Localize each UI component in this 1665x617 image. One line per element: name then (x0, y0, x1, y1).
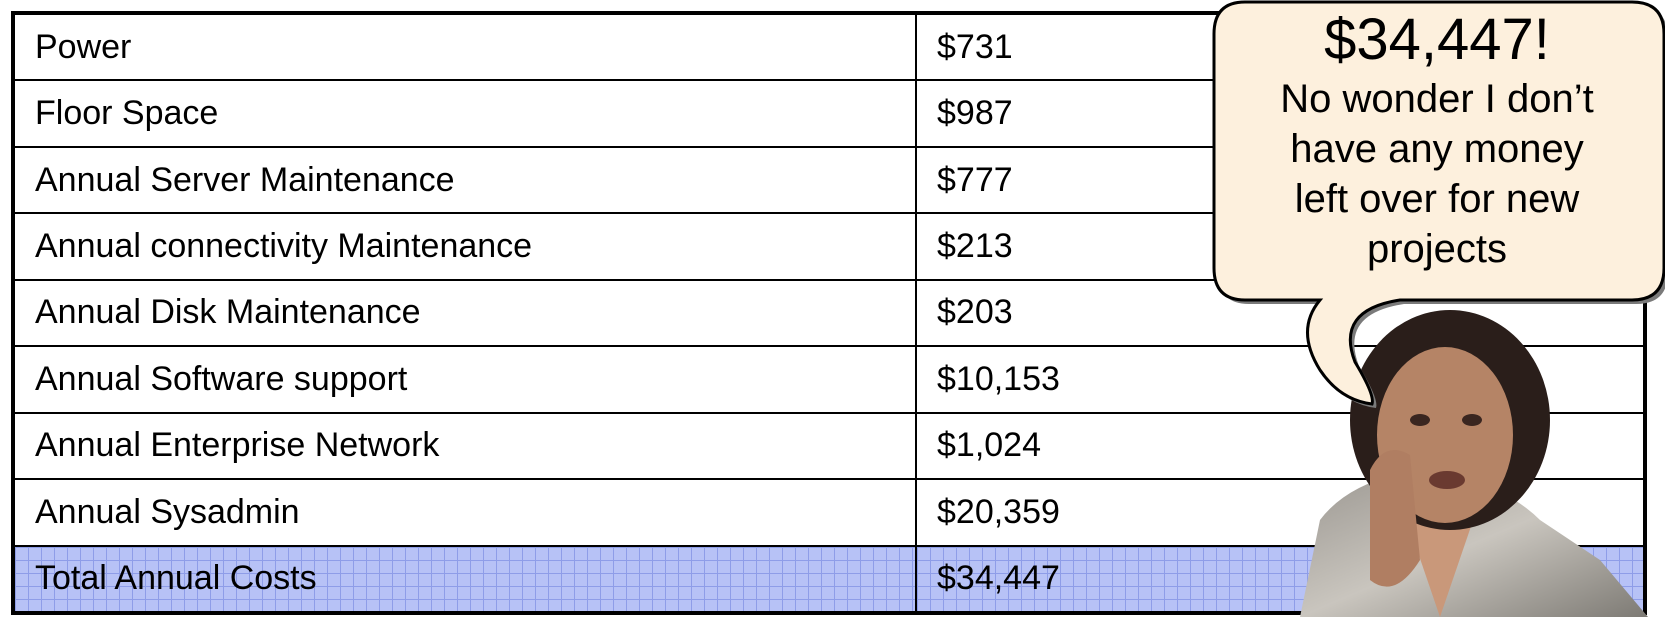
table-row: Annual Disk Maintenance $203 (12, 278, 1646, 348)
bubble (1212, 0, 1665, 406)
callout-line: left over for new (1294, 177, 1580, 221)
cost-label: Annual Software support (12, 345, 917, 414)
total-label: Total Annual Costs (12, 544, 917, 615)
eye (1410, 414, 1430, 426)
cost-label: Annual Enterprise Network (12, 411, 917, 481)
callout-line: have any money (1290, 127, 1584, 171)
cost-label: Annual Server Maintenance (12, 145, 917, 215)
cost-label: Annual Sysadmin (12, 478, 917, 547)
hand (1370, 450, 1420, 587)
table-row: Annual Software support $10,153 (12, 345, 1646, 414)
callout-line: projects (1366, 227, 1508, 271)
person-photo (1300, 310, 1648, 617)
cost-label: Floor Space (12, 79, 917, 148)
eye (1462, 414, 1482, 426)
speech-bubble (1212, 0, 1665, 408)
cost-label: Power (12, 11, 917, 82)
cost-label: Annual Disk Maintenance (12, 278, 917, 348)
callout: $34,447! No wonder I don’t have any money… (1222, 6, 1652, 274)
mouth (1429, 471, 1465, 489)
callout-text: No wonder I don’t have any money left over… (1222, 74, 1652, 274)
callout-line: No wonder I don’t (1280, 77, 1594, 121)
cost-label: Annual connectivity Maintenance (12, 212, 917, 281)
callout-title: $34,447! (1324, 7, 1550, 72)
